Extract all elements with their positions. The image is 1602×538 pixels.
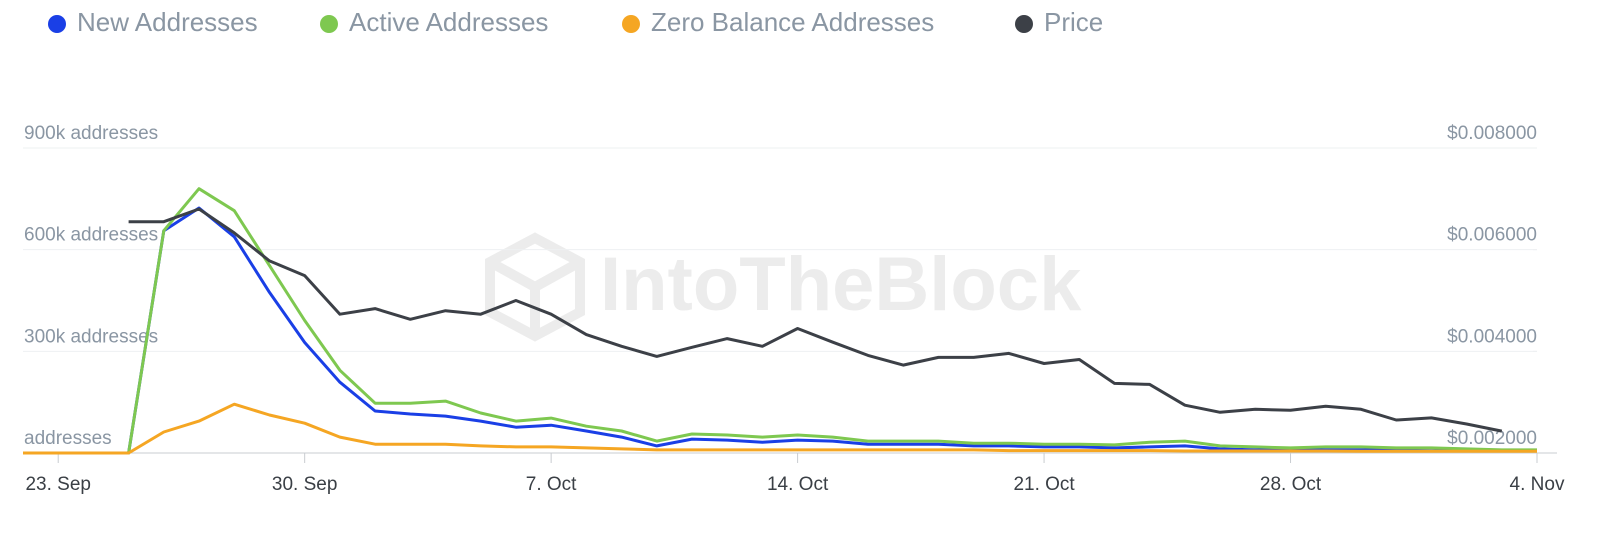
legend-label: Active Addresses — [349, 7, 548, 37]
watermark: IntoTheBlock — [600, 242, 1082, 327]
x-tick-label: 4. Nov — [1510, 474, 1565, 495]
legend-label: New Addresses — [77, 7, 258, 37]
watermark-icon — [485, 232, 585, 342]
x-tick-label: 21. Oct — [1013, 474, 1075, 495]
legend-label: Zero Balance Addresses — [651, 7, 934, 37]
legend-marker — [622, 15, 640, 33]
legend-marker — [48, 15, 66, 33]
x-tick-label: 30. Sep — [272, 474, 338, 495]
x-tick-label: 23. Sep — [25, 474, 91, 495]
y-tick-label: 900k addresses — [24, 123, 158, 144]
legend-marker — [1015, 15, 1033, 33]
y-tick-label: addresses — [24, 428, 112, 449]
y2-tick-label: $0.006000 — [1447, 225, 1537, 246]
y2-tick-label: $0.002000 — [1447, 428, 1537, 449]
y2-tick-label: $0.004000 — [1447, 326, 1537, 347]
legend-label: Price — [1044, 7, 1103, 37]
series-line — [23, 187, 1537, 455]
legend-marker — [320, 15, 338, 33]
x-tick-label: 14. Oct — [767, 474, 829, 495]
y-tick-label: 600k addresses — [24, 225, 158, 246]
y2-tick-label: $0.008000 — [1447, 123, 1537, 144]
x-tick-label: 28. Oct — [1260, 474, 1322, 495]
series-line — [128, 207, 1503, 433]
y-tick-label: 300k addresses — [24, 326, 158, 347]
series-line — [23, 402, 1537, 455]
x-tick-label: 7. Oct — [526, 474, 577, 495]
